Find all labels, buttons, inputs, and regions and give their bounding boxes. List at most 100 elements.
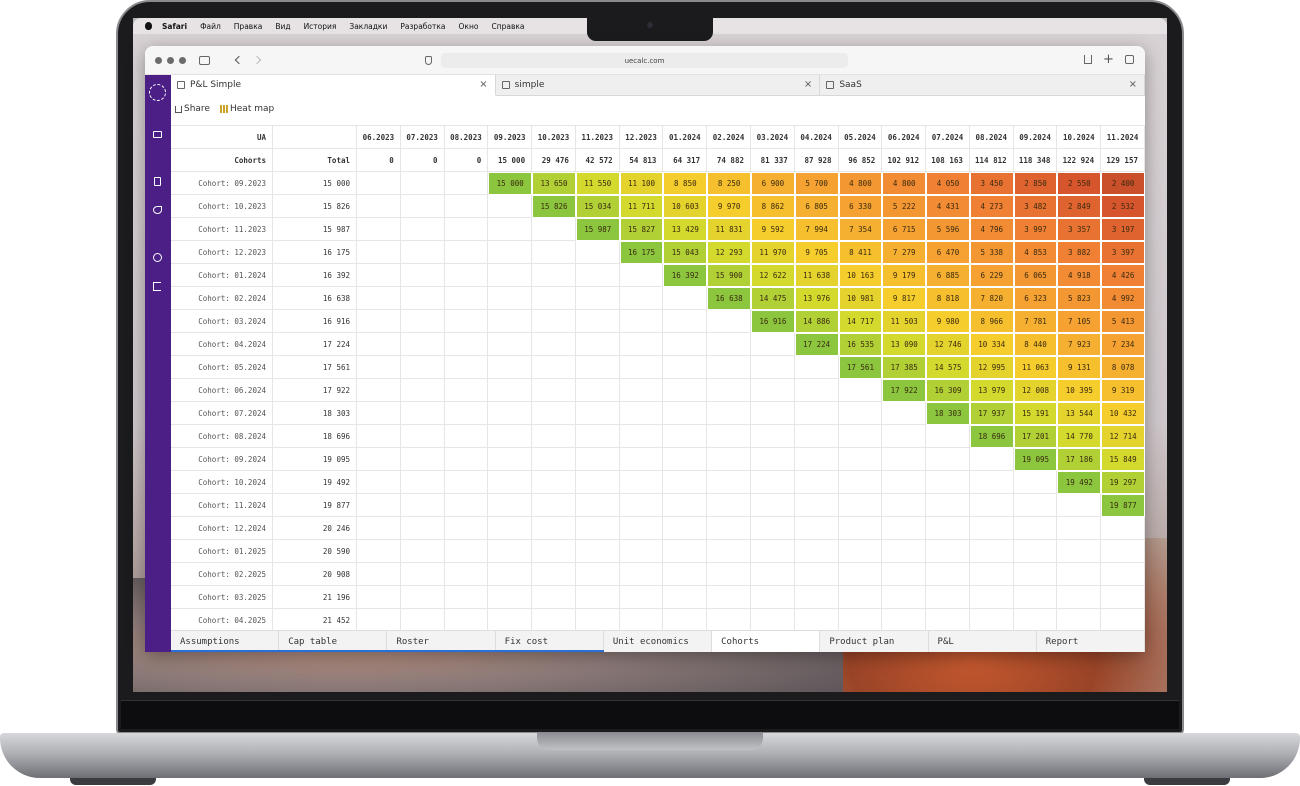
menu-item[interactable]: Правка <box>233 21 263 31</box>
heat-cell: 11 638 <box>794 264 839 287</box>
empty-cell <box>619 287 664 310</box>
window-minimize[interactable] <box>167 57 174 64</box>
cohort-label: Cohort: 07.2024 <box>171 402 273 425</box>
menu-item[interactable]: Окно <box>458 21 479 31</box>
menu-item[interactable]: Разработка <box>400 21 446 31</box>
sheet-tab[interactable]: Unit economics <box>603 631 713 652</box>
empty-cell <box>357 172 401 195</box>
month-header: 07.2023 <box>400 126 445 149</box>
tab-close[interactable]: × <box>1128 79 1137 90</box>
empty-cell <box>882 402 927 425</box>
camera-notch <box>587 18 713 41</box>
folder-icon[interactable] <box>153 131 162 138</box>
empty-cell <box>400 195 445 218</box>
sheet-tab[interactable]: Roster <box>387 631 496 652</box>
sheet-tab[interactable]: Product plan <box>820 631 929 652</box>
heat-cell: 3 357 <box>1057 218 1102 241</box>
empty-cell <box>926 471 970 494</box>
sheet-tab[interactable]: Fix cost <box>495 631 604 652</box>
heat-cell: 8 850 <box>663 172 708 195</box>
window-zoom[interactable] <box>179 57 186 64</box>
heatmap-action[interactable]: Heat map <box>220 104 274 114</box>
empty-cell <box>969 448 1014 471</box>
share-action[interactable]: Share <box>175 104 210 114</box>
heat-cell: 5 338 <box>969 241 1014 264</box>
heat-cell: 6 330 <box>838 195 883 218</box>
cohort-total: 20 908 <box>273 563 357 586</box>
month-header: 02.2024 <box>707 126 751 149</box>
empty-cell <box>532 540 576 563</box>
empty-cell <box>707 402 751 425</box>
cohort-total: 18 303 <box>273 402 357 425</box>
menu-item[interactable]: Закладки <box>349 21 388 31</box>
heat-cell: 4 800 <box>882 172 927 195</box>
app-logo[interactable] <box>149 84 166 101</box>
sidebar-toggle[interactable] <box>199 56 210 65</box>
cohort-label: Cohort: 11.2024 <box>171 494 273 517</box>
menu-item[interactable]: История <box>303 21 337 31</box>
heat-cell: 2 849 <box>1057 195 1102 218</box>
menu-item[interactable]: Safari <box>162 21 188 31</box>
app-tab[interactable]: SaaS × <box>820 75 1145 96</box>
tab-overview-button[interactable] <box>1125 55 1134 64</box>
rocket-icon[interactable] <box>153 206 162 214</box>
empty-cell <box>619 333 664 356</box>
heat-cell: 8 818 <box>926 287 970 310</box>
heat-cell: 15 827 <box>619 218 664 241</box>
sheet-tab[interactable]: Cap table <box>279 631 388 652</box>
cohort-label: Cohort: 08.2024 <box>171 425 273 448</box>
sheet-tab[interactable]: Assumptions <box>171 631 280 652</box>
empty-cell <box>357 356 401 379</box>
month-total: 15 000 <box>488 149 533 172</box>
sheet-tab[interactable]: P&L <box>928 631 1037 652</box>
tab-close[interactable]: × <box>803 79 813 90</box>
cohort-total: 16 638 <box>273 287 357 310</box>
sheet-tab[interactable]: Report <box>1036 631 1145 652</box>
menu-item[interactable]: Справка <box>491 21 525 31</box>
empty-cell <box>1101 609 1145 630</box>
empty-cell <box>488 425 533 448</box>
heat-cell: 7 234 <box>1101 333 1145 356</box>
heat-cell: 12 746 <box>926 333 970 356</box>
new-tab-button[interactable]: + <box>1103 52 1114 67</box>
empty-cell <box>575 586 620 609</box>
app-tab[interactable]: P&L Simple × <box>171 75 496 96</box>
empty-cell <box>663 356 708 379</box>
empty-cell <box>532 425 576 448</box>
address-bar[interactable]: uecalc.com <box>441 53 848 68</box>
empty-cell <box>400 540 445 563</box>
menu-item[interactable]: Файл <box>200 21 221 31</box>
share-button[interactable] <box>1084 55 1092 64</box>
heat-cell: 4 918 <box>1057 264 1102 287</box>
heat-cell: 12 008 <box>1013 379 1058 402</box>
heat-cell: 17 201 <box>1013 425 1058 448</box>
user-icon[interactable] <box>153 253 162 262</box>
empty-cell <box>926 425 970 448</box>
empty-cell <box>1101 540 1145 563</box>
tab-close[interactable]: × <box>479 79 488 90</box>
cohort-total: 17 224 <box>273 333 357 356</box>
empty-cell <box>488 379 533 402</box>
month-total: 29 476 <box>532 149 576 172</box>
app-tab[interactable]: simple × <box>495 75 821 96</box>
empty-cell <box>575 310 620 333</box>
empty-cell <box>1013 540 1058 563</box>
url: uecalc.com <box>624 56 665 65</box>
heat-cell: 11 970 <box>751 241 795 264</box>
heat-cell: 10 981 <box>838 287 883 310</box>
sheet-tab[interactable]: Cohorts <box>712 631 821 652</box>
logout-icon[interactable] <box>153 282 161 291</box>
window-close[interactable] <box>155 57 162 64</box>
heat-cell: 16 638 <box>707 287 751 310</box>
empty-cell <box>532 379 576 402</box>
empty-cell <box>794 540 839 563</box>
empty-cell <box>926 448 970 471</box>
menu-item[interactable]: Вид <box>275 21 291 31</box>
empty-cell <box>619 586 664 609</box>
empty-cell <box>532 494 576 517</box>
empty-cell <box>882 609 927 630</box>
cohort-total: 15 987 <box>273 218 357 241</box>
row-header: Cohorts <box>171 149 273 172</box>
document-icon[interactable] <box>154 177 161 186</box>
